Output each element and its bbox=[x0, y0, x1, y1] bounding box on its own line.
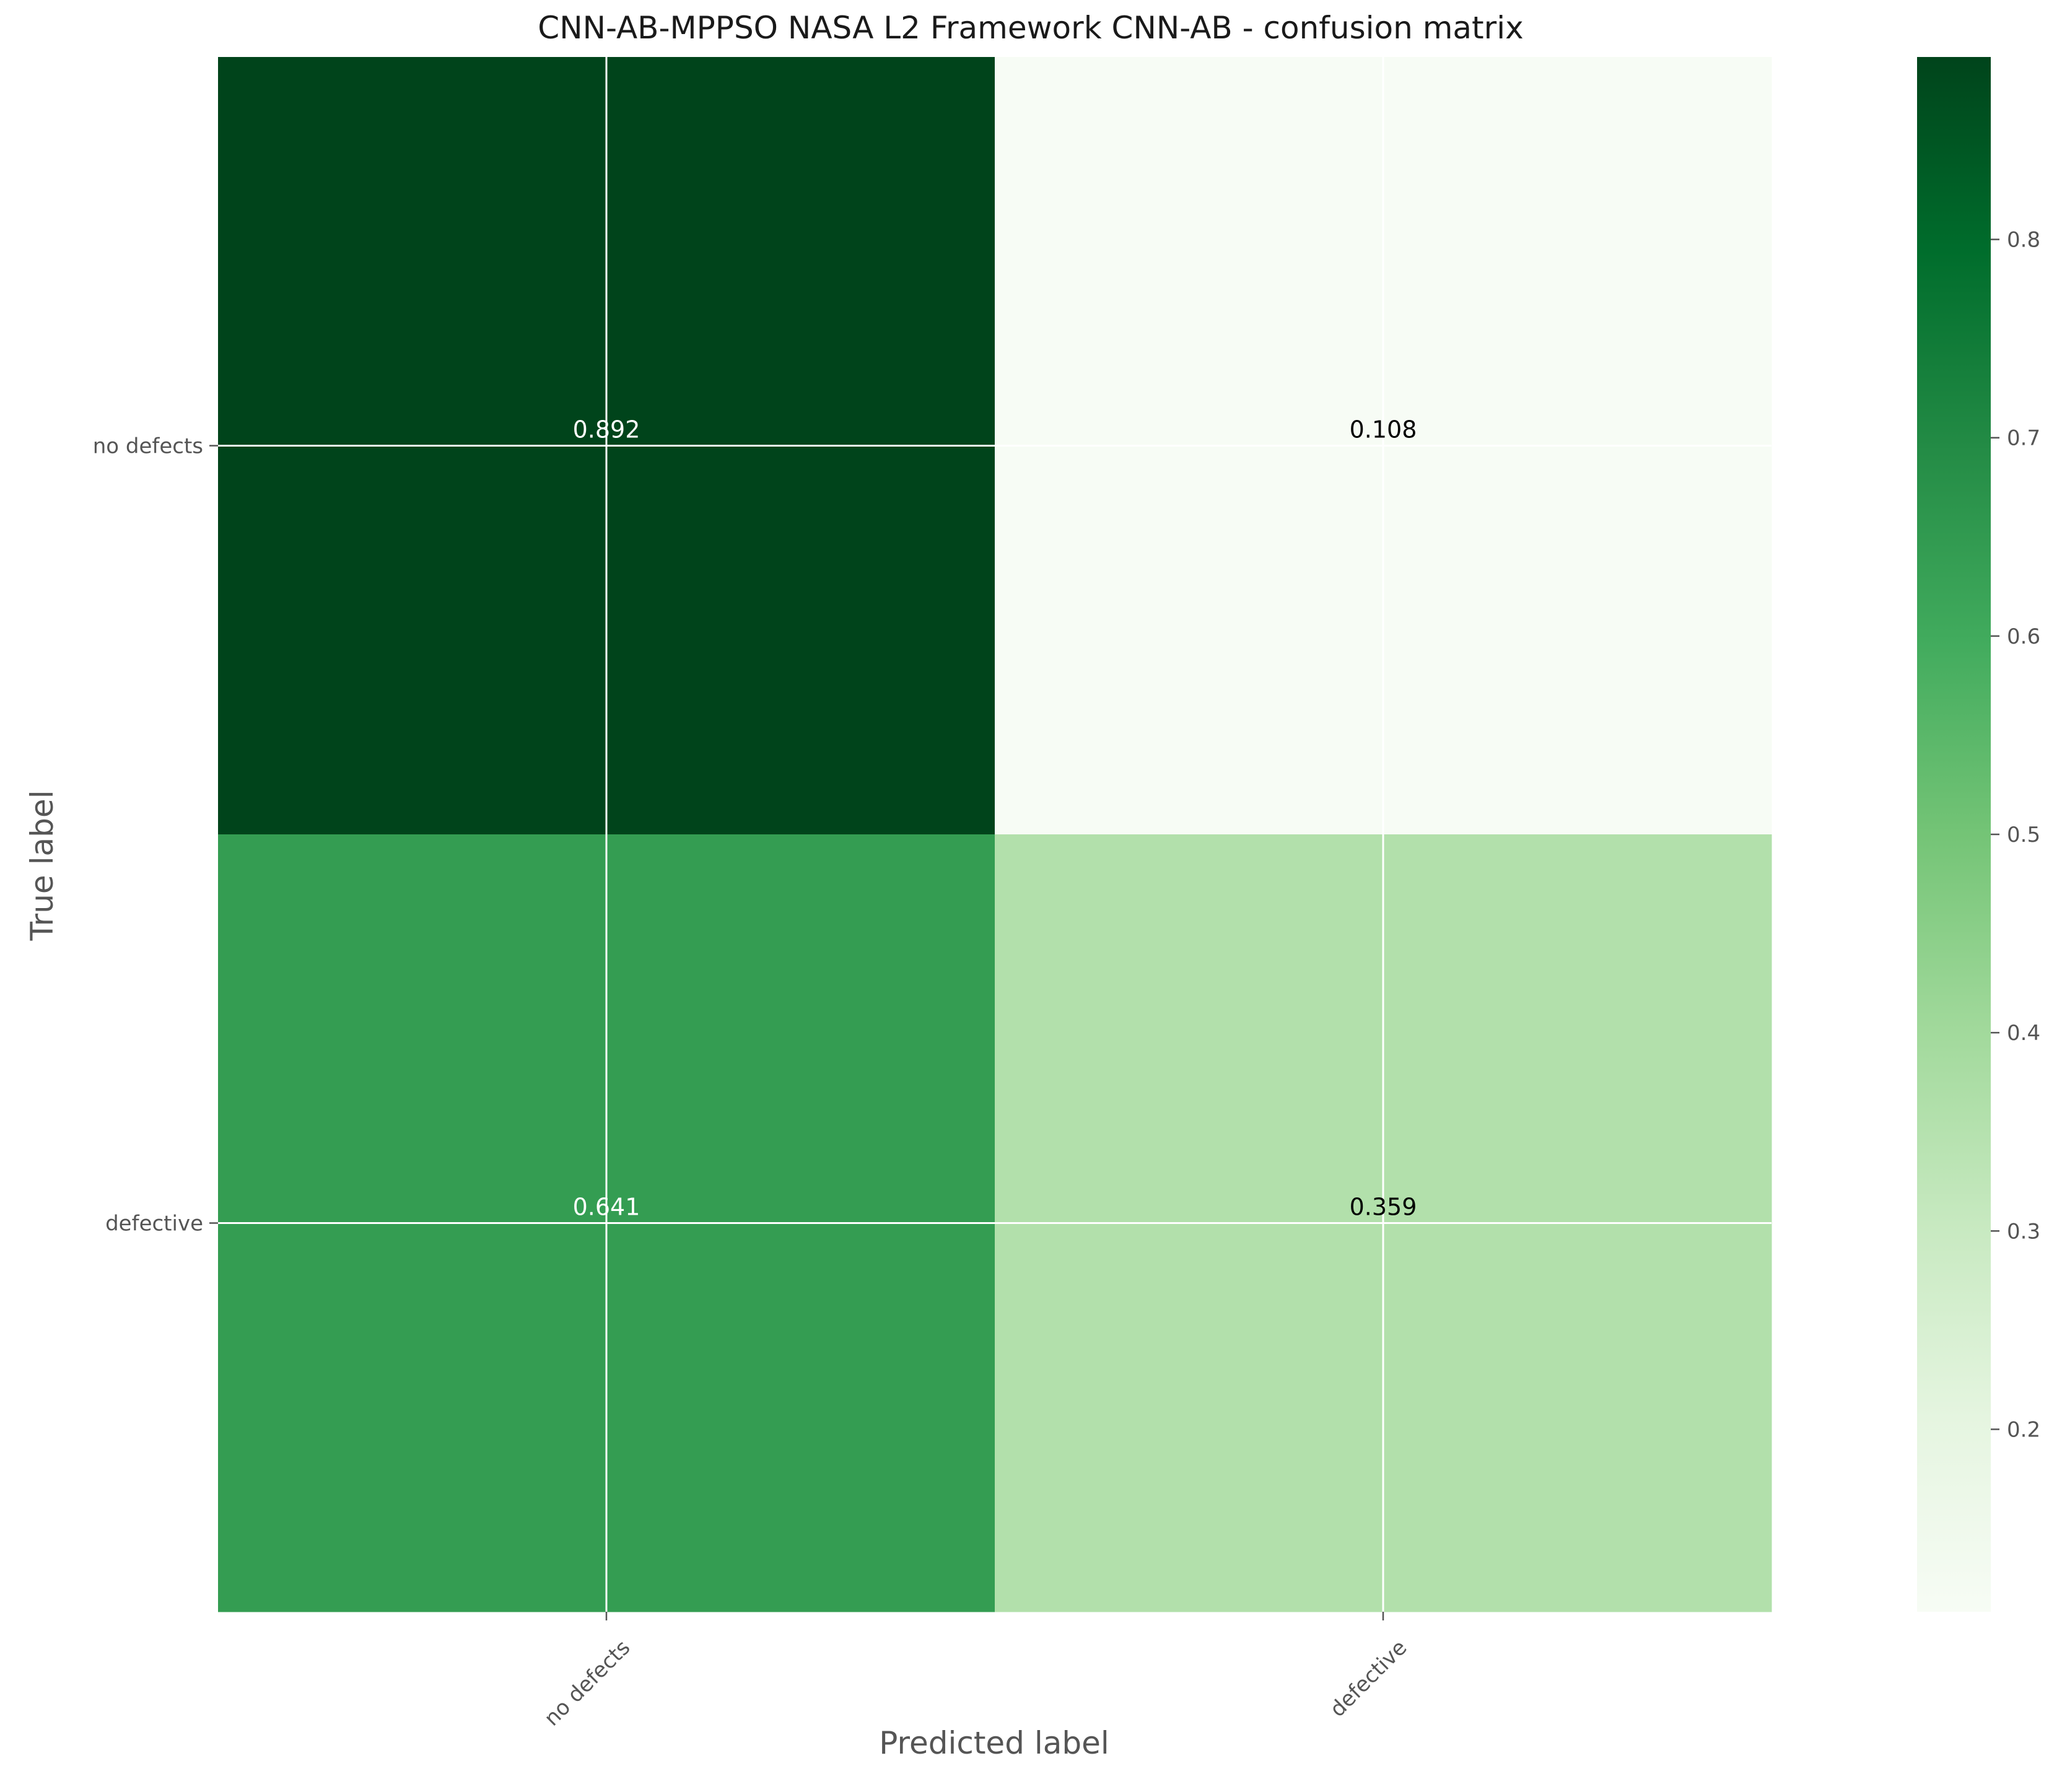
colorbar-tick-label: 0.7 bbox=[2007, 426, 2040, 451]
cell-value-label: 0.641 bbox=[573, 1194, 640, 1221]
x-axis-ticks: no defects defective bbox=[540, 1612, 1412, 1731]
x-tick-label: no defects bbox=[540, 1635, 635, 1731]
chart-title: CNN-AB-MPPSO NASA L2 Framework CNN-AB - … bbox=[538, 10, 1523, 46]
x-tick-label: defective bbox=[1325, 1635, 1412, 1722]
y-axis-ticks: no defects defective bbox=[93, 434, 218, 1236]
colorbar bbox=[1917, 57, 1991, 1612]
x-axis-label: Predicted label bbox=[879, 1725, 1109, 1761]
colorbar-tick-label: 0.6 bbox=[2007, 624, 2040, 649]
y-tick-label: no defects bbox=[93, 434, 203, 459]
colorbar-ticks: 0.2 0.3 0.4 0.5 0.6 0.7 0.8 bbox=[1991, 228, 2040, 1442]
colorbar-tick-label: 0.2 bbox=[2007, 1417, 2040, 1442]
y-tick-label: defective bbox=[105, 1212, 203, 1236]
colorbar-tick-label: 0.4 bbox=[2007, 1021, 2040, 1046]
y-axis-label: True label bbox=[24, 790, 60, 941]
colorbar-tick-label: 0.8 bbox=[2007, 228, 2040, 253]
cell-value-label: 0.359 bbox=[1350, 1194, 1417, 1221]
colorbar-tick-label: 0.3 bbox=[2007, 1219, 2040, 1244]
cell-value-label: 0.892 bbox=[573, 416, 640, 444]
colorbar-tick-label: 0.5 bbox=[2007, 823, 2040, 847]
heatmap-gridlines bbox=[218, 57, 1771, 1612]
heatmap-cells bbox=[218, 57, 1772, 1612]
cell-value-label: 0.108 bbox=[1350, 416, 1417, 444]
heatmap-cell-labels: 0.892 0.108 0.641 0.359 bbox=[573, 416, 1417, 1221]
